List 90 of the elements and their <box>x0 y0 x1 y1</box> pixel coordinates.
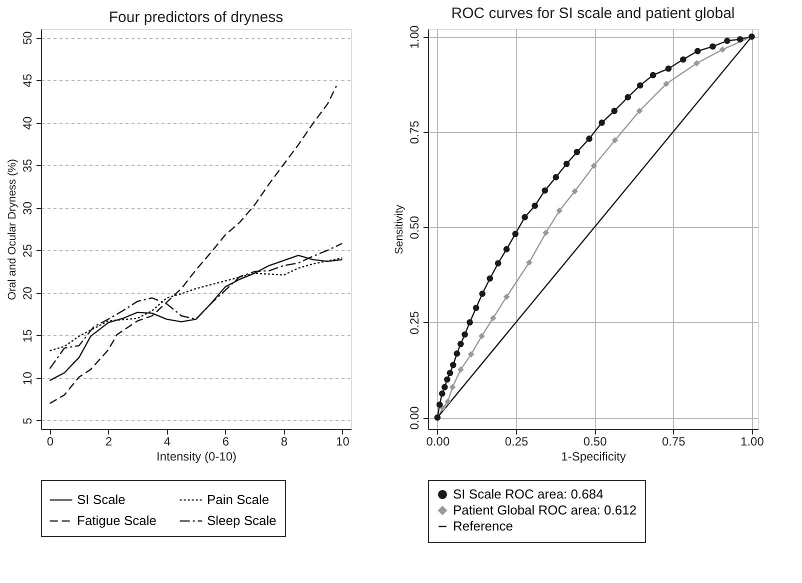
point <box>710 43 716 50</box>
legend-label: SI Scale ROC area: 0.684 <box>453 486 604 502</box>
x-tick-label: 4 <box>164 434 171 448</box>
y-tick-label: 40 <box>20 116 34 130</box>
point <box>441 384 448 390</box>
point <box>478 332 485 340</box>
legend-label: Reference <box>453 518 513 534</box>
point <box>454 350 460 357</box>
point <box>563 160 570 168</box>
point <box>663 80 670 88</box>
y-tick-label: 45 <box>20 74 34 88</box>
point <box>542 187 548 194</box>
point <box>468 351 474 358</box>
x-tick-label: 0.75 <box>662 434 686 448</box>
point <box>479 290 486 297</box>
point <box>503 294 510 300</box>
point <box>486 275 494 282</box>
x-tick-label: 8 <box>280 434 288 448</box>
legend-label: Patient Global ROC area: 0.612 <box>453 502 637 518</box>
point <box>446 370 454 376</box>
x-tick-label: 0.50 <box>583 434 608 448</box>
point <box>462 331 468 338</box>
x-tick-label: 1.00 <box>740 434 764 448</box>
point <box>612 137 618 144</box>
point <box>512 230 519 238</box>
point <box>650 72 656 78</box>
chart-title: ROC curves for SI scale and patient global <box>451 4 735 22</box>
point <box>724 38 730 44</box>
point <box>532 202 538 209</box>
point <box>542 230 550 236</box>
y-tick-label: 35 <box>20 158 34 172</box>
x-tick-label: 0 <box>46 434 54 448</box>
point <box>449 384 456 390</box>
point <box>586 136 592 142</box>
point <box>572 188 578 194</box>
y-tick-label: 10 <box>20 371 34 386</box>
y-tick-label: 0.00 <box>408 406 422 430</box>
x-tick-label: 0.00 <box>426 434 450 448</box>
y-tick-label: 1.00 <box>408 25 422 49</box>
point <box>624 94 632 100</box>
point <box>466 319 473 326</box>
point <box>694 60 700 66</box>
legend-label: Sleep Scale <box>207 513 276 528</box>
point <box>458 340 464 348</box>
point <box>680 56 686 63</box>
point <box>490 314 496 322</box>
legend-label: Fatigue Scale <box>77 513 156 528</box>
point <box>574 148 580 156</box>
point <box>444 376 450 383</box>
point <box>472 304 480 312</box>
point <box>436 401 443 408</box>
point <box>522 214 528 220</box>
legend-label: SI Scale <box>77 492 126 507</box>
point <box>444 398 451 405</box>
point <box>494 260 502 266</box>
point <box>665 65 672 72</box>
y-tick-label: 20 <box>20 286 34 300</box>
y-tick-label: 25 <box>20 244 34 258</box>
y-axis-title: Sensitivity <box>394 204 406 254</box>
y-tick-label: 15 <box>20 328 34 343</box>
point <box>438 390 446 397</box>
point <box>552 174 560 180</box>
point <box>719 46 726 53</box>
point <box>636 82 644 89</box>
x-axis-title: Intensity (0-10) <box>156 450 237 464</box>
x-tick-label: 10 <box>336 434 350 448</box>
point <box>598 120 605 126</box>
point <box>526 259 532 266</box>
y-tick-label: 50 <box>20 31 34 45</box>
y-tick-label: 0.75 <box>408 120 422 144</box>
y-axis-title: Oral and Ocular Dryness (%) <box>6 158 18 300</box>
point <box>636 108 643 114</box>
chart-title: Four predictors of dryness <box>108 9 284 26</box>
x-tick-label: 6 <box>222 434 230 448</box>
point <box>736 36 744 42</box>
point <box>450 362 456 368</box>
point <box>503 246 510 252</box>
point <box>694 48 701 54</box>
y-tick-label: 30 <box>20 201 34 215</box>
y-tick-label: 0.25 <box>408 310 422 335</box>
y-tick-label: 5 <box>20 417 34 424</box>
x-tick-label: 0.25 <box>504 434 528 448</box>
point <box>458 366 464 373</box>
x-tick-label: 2 <box>105 434 112 448</box>
legend-label: Pain Scale <box>207 492 270 507</box>
point <box>590 162 598 169</box>
point <box>611 108 618 114</box>
point <box>556 208 563 214</box>
y-tick-label: 0.50 <box>408 216 422 240</box>
x-axis-title: 1-Specificity <box>561 450 626 464</box>
